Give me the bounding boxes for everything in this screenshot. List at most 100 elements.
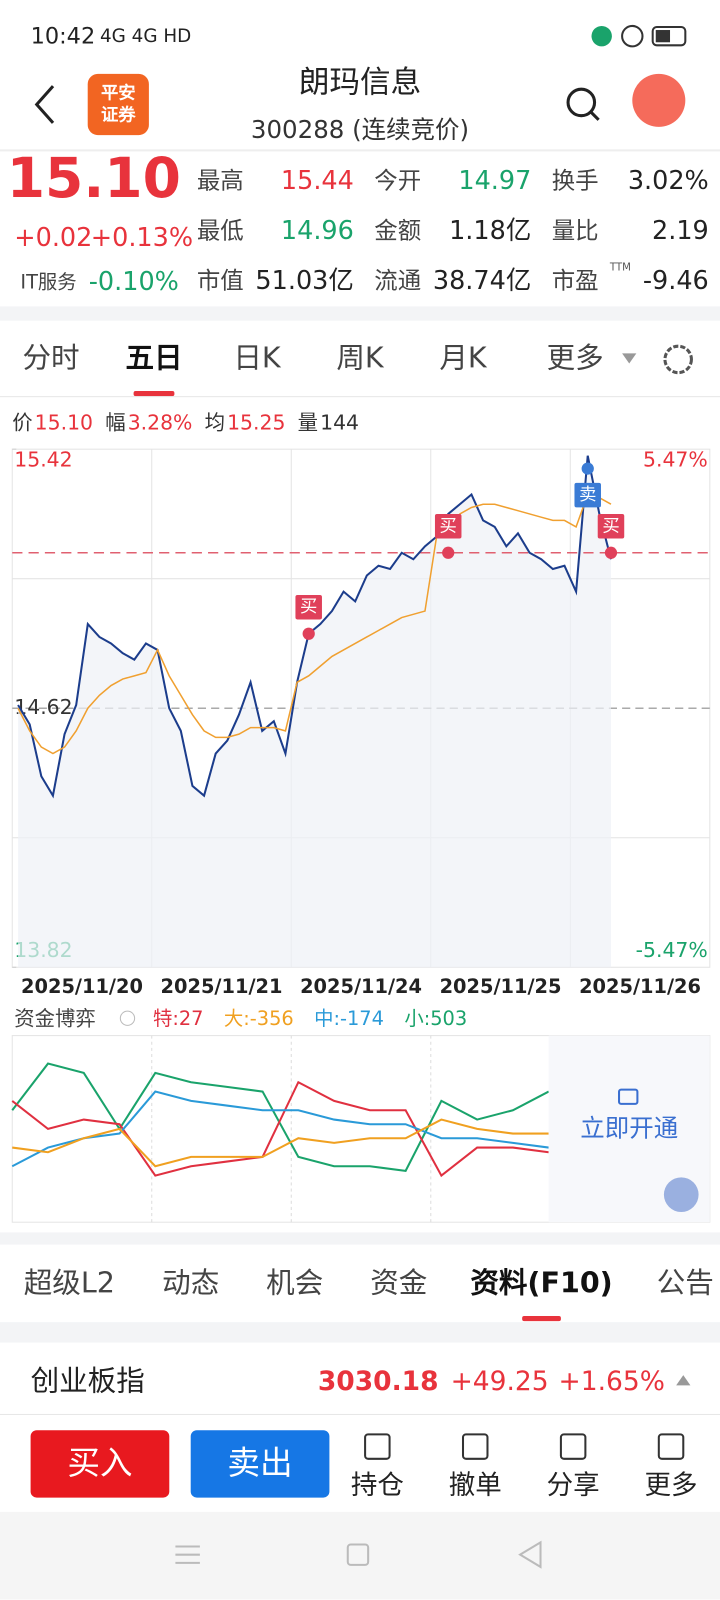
price-change: +0.02 (14, 223, 92, 253)
stat-value: 14.97 (458, 166, 531, 196)
average-line (17, 493, 612, 755)
info-tabs: 超级L2 动态 机会 资金 资料(F10) 公告 (24, 1265, 714, 1322)
period-tab[interactable]: 更多 (547, 340, 604, 374)
trade-badge-label: 买 (300, 597, 317, 617)
action-icon (461, 1433, 489, 1460)
shield-icon (591, 25, 612, 47)
stat-label: 最高 (197, 166, 244, 194)
sell-label: 卖出 (227, 1444, 292, 1482)
period-tab[interactable]: 五日 (125, 340, 182, 374)
fund-title: 资金博弈 (14, 1006, 96, 1030)
stat-label: 市值 (197, 266, 244, 294)
logo (87, 73, 149, 136)
pct-label: 5.47% (643, 447, 708, 471)
home-button[interactable] (346, 1543, 370, 1566)
buy-button[interactable] (30, 1430, 170, 1498)
trade-badge-label: 卖 (579, 485, 596, 505)
unlock-label[interactable]: 立即开通 (580, 1113, 678, 1142)
fund-line (12, 1118, 549, 1168)
fund-item: 中:-174 (314, 1007, 384, 1030)
trade-badge (574, 482, 601, 508)
stat-value: 14.96 (281, 216, 354, 246)
nav-bar (0, 1511, 720, 1600)
price-change-pct: +0.13% (91, 223, 193, 253)
divider (0, 1413, 720, 1415)
sell-button[interactable] (190, 1430, 330, 1498)
info-tab[interactable]: 超级L2 (24, 1265, 115, 1299)
status-time: 10:42 (31, 24, 96, 50)
lock-icon (618, 1088, 639, 1105)
fund-line (11, 1080, 549, 1178)
stat-value: 1.18亿 (449, 216, 531, 246)
trade-badge-label: 买 (440, 516, 457, 536)
summary-value: 15.10 (35, 411, 93, 435)
battery (651, 25, 687, 47)
fund-line (11, 1090, 549, 1168)
summary-label: 幅 (105, 411, 125, 435)
stock-name: 朗玛信息 (299, 66, 421, 101)
fullscreen-button[interactable] (663, 1177, 699, 1213)
summary-value: 3.28% (128, 411, 193, 435)
sector-change: -0.10% (89, 267, 179, 297)
fund-item: 小:503 (404, 1007, 467, 1030)
divider (0, 1232, 720, 1245)
back-nav[interactable] (518, 1540, 542, 1569)
x-tick-label: 2025/11/24 (300, 975, 422, 998)
stat-label: 今开 (374, 166, 421, 194)
stat-label: 流通 (374, 266, 421, 294)
x-tick-label: 2025/11/20 (21, 975, 143, 998)
period-tab[interactable]: 分时 (22, 340, 79, 374)
info-tab[interactable]: 动态 (162, 1265, 219, 1299)
stat-label: 金额 (374, 216, 421, 244)
price-line (17, 455, 612, 799)
info-tab[interactable]: 资金 (370, 1265, 427, 1299)
action-label[interactable]: 更多 (645, 1470, 698, 1501)
period-tab[interactable]: 日K (233, 340, 282, 374)
avatar-button[interactable] (632, 73, 686, 127)
action-label[interactable]: 撤单 (449, 1470, 502, 1501)
info-tab[interactable]: 公告 (657, 1265, 714, 1299)
search-button[interactable] (566, 87, 597, 118)
period-tab[interactable]: 月K (439, 340, 488, 374)
stat-value: 2.19 (652, 216, 709, 246)
action-label[interactable]: 持仓 (351, 1470, 404, 1501)
action-bar: 持仓 撤单 分享 更多 (351, 1433, 698, 1501)
status-network: 4G 4G HD (100, 26, 191, 47)
action-icon (559, 1433, 587, 1460)
trade-marker (581, 462, 594, 475)
divider (0, 396, 720, 398)
info-tab[interactable]: 机会 (266, 1265, 323, 1299)
action-label[interactable]: 分享 (547, 1470, 600, 1501)
trade-badge (434, 514, 462, 539)
info-tab[interactable]: 资料(F10) (470, 1265, 612, 1299)
menu-nav[interactable] (175, 1545, 200, 1564)
price-chart: 15.4214.6213.825.47%-5.47%2025/11/202025… (11, 447, 711, 998)
x-tick-label: 2025/11/21 (161, 975, 283, 998)
logo-text: 平安 (101, 82, 136, 103)
sector-name: IT服务 (20, 270, 76, 293)
action-icon (364, 1433, 391, 1460)
stock-code: 300288 (连续竞价) (251, 115, 469, 144)
stat-value: -9.46 (643, 266, 709, 296)
fund-flow: 资金博弈 特:27 大:-356 中:-174 小:503 立即开通 (11, 1006, 711, 1223)
settings-button[interactable] (663, 344, 693, 375)
fund-line (11, 1062, 550, 1172)
buy-label: 买入 (67, 1444, 132, 1482)
period-tab[interactable]: 周K (336, 340, 385, 374)
summary-label: 均 (205, 411, 225, 435)
back-button[interactable] (34, 85, 55, 124)
x-tick-label: 2025/11/25 (440, 975, 562, 998)
expand-arrow[interactable] (676, 1375, 691, 1386)
pct-label: -5.47% (636, 938, 708, 962)
logo-text: 证券 (101, 105, 136, 126)
trade-badge-label: 买 (602, 516, 619, 536)
period-tabs: 分时 五日 日K 周K 月K 更多 (22, 340, 604, 397)
trade-marker (442, 546, 455, 559)
stat-value: 3.02% (628, 166, 709, 196)
stat-value: 15.44 (281, 166, 354, 196)
fund-item: 大:-356 (224, 1007, 294, 1030)
stat-label: 量比 (552, 216, 599, 244)
index-value: 3030.18 (318, 1366, 439, 1397)
